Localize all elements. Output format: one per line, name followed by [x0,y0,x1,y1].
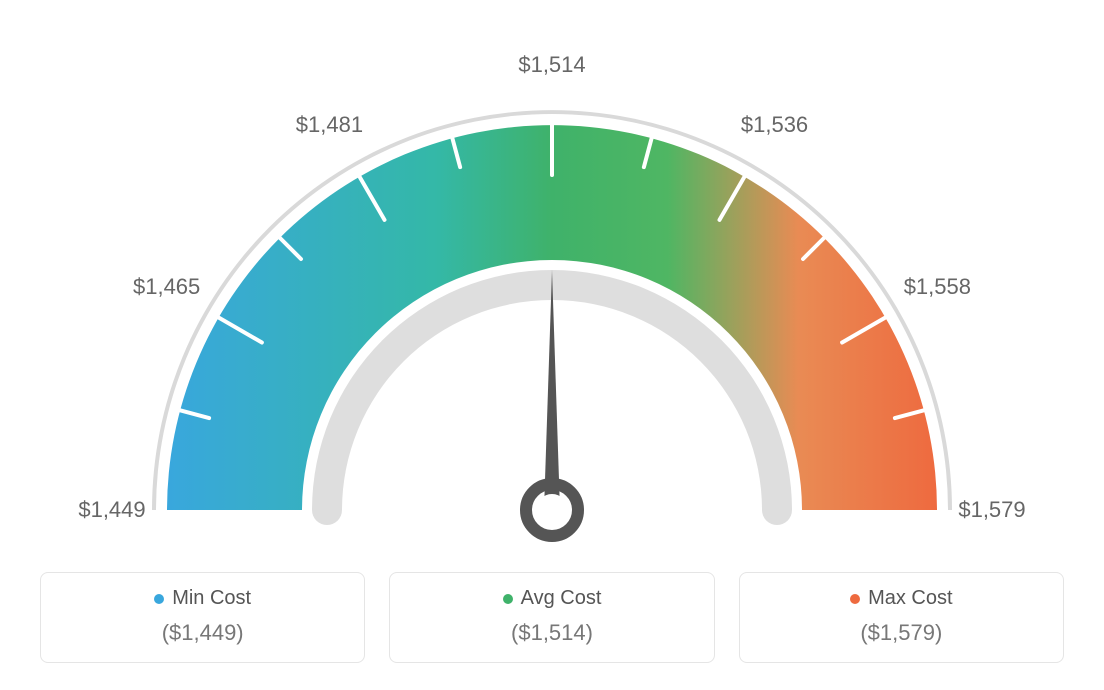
legend-card-max: Max Cost ($1,579) [739,572,1064,663]
gauge-tick-label: $1,579 [958,497,1025,523]
legend-row: Min Cost ($1,449) Avg Cost ($1,514) Max … [40,572,1064,663]
legend-value-max: ($1,579) [748,620,1055,646]
gauge-chart: $1,449 $1,465 $1,481 $1,514 $1,536 $1,558 $1,5… [0,0,1104,560]
dot-icon [503,594,513,604]
dot-icon [850,594,860,604]
legend-card-avg: Avg Cost ($1,514) [389,572,714,663]
legend-value-avg: ($1,514) [398,620,705,646]
legend-label-avg: Avg Cost [521,587,602,610]
gauge-tick-label: $1,481 [296,112,363,138]
dot-icon [154,594,164,604]
gauge-tick-label: $1,514 [518,52,585,78]
legend-label-max: Max Cost [868,587,952,610]
gauge-tick-label: $1,449 [78,497,145,523]
legend-label-min: Min Cost [172,587,251,610]
legend-value-min: ($1,449) [49,620,356,646]
legend-card-min: Min Cost ($1,449) [40,572,365,663]
gauge-tick-label: $1,558 [904,274,971,300]
gauge-tick-label: $1,536 [741,112,808,138]
gauge-tick-label: $1,465 [133,274,200,300]
